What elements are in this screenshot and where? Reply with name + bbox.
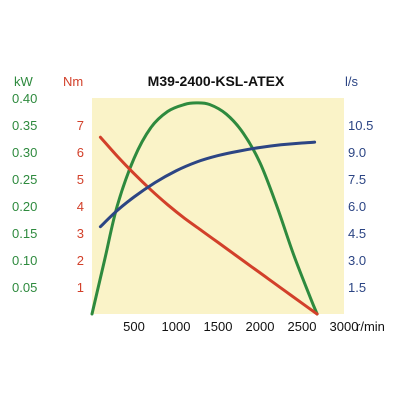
torque-tick-label: 2 [77, 253, 84, 268]
torque-tick-label: 7 [77, 118, 84, 133]
flow-unit-label: l/s [345, 74, 359, 89]
power-tick-label: 0.15 [12, 226, 37, 241]
x-tick-label: 2500 [288, 319, 317, 334]
power-tick-label: 0.30 [12, 145, 37, 160]
x-tick-label: 2000 [246, 319, 275, 334]
torque-tick-label: 5 [77, 172, 84, 187]
flow-tick-label: 7.5 [348, 172, 366, 187]
flow-tick-label: 9.0 [348, 145, 366, 160]
x-tick-label: 3000 [330, 319, 359, 334]
power-tick-label: 0.35 [12, 118, 37, 133]
torque-tick-label: 1 [77, 280, 84, 295]
flow-tick-label: 6.0 [348, 199, 366, 214]
x-tick-label: 500 [123, 319, 145, 334]
power-tick-label: 0.40 [12, 91, 37, 106]
x-tick-label: 1500 [204, 319, 233, 334]
chart-title: M39-2400-KSL-ATEX [148, 73, 285, 89]
x-tick-label: 1000 [162, 319, 191, 334]
flow-tick-label: 4.5 [348, 226, 366, 241]
flow-curve [98, 140, 317, 229]
power-unit-label: kW [14, 74, 34, 89]
power-tick-label: 0.10 [12, 253, 37, 268]
flow-tick-label: 10.5 [348, 118, 373, 133]
torque-unit-label: Nm [63, 74, 83, 89]
power-tick-label: 0.05 [12, 280, 37, 295]
power-tick-label: 0.20 [12, 199, 37, 214]
torque-tick-label: 3 [77, 226, 84, 241]
plot-area [92, 98, 344, 314]
power-tick-label: 0.25 [12, 172, 37, 187]
flow-tick-label: 1.5 [348, 280, 366, 295]
flow-tick-label: 3.0 [348, 253, 366, 268]
torque-curve [98, 135, 319, 316]
torque-tick-label: 6 [77, 145, 84, 160]
x-unit-label: r/min [356, 319, 385, 334]
power-curve [90, 101, 319, 316]
torque-tick-label: 4 [77, 199, 84, 214]
